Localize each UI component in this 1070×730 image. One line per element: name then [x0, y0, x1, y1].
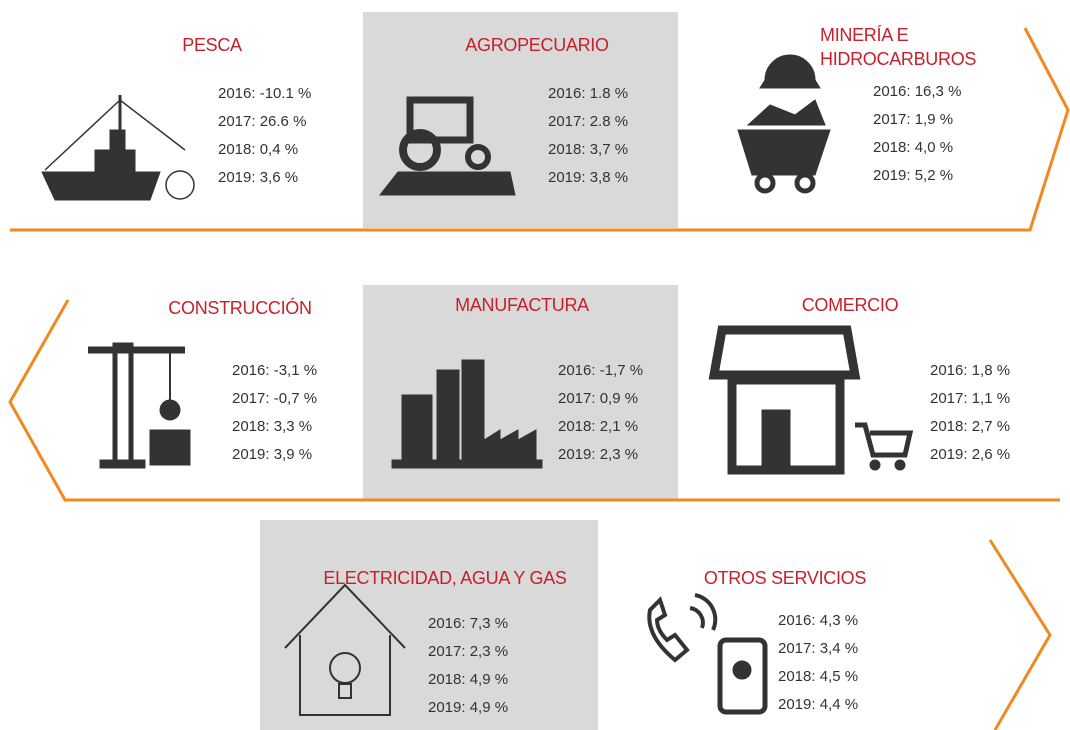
- sector-title: OTROS SERVICIOS: [685, 566, 885, 590]
- sector-title: PESCA: [132, 33, 292, 57]
- growth-rate: 2019: 3,6 %: [218, 169, 298, 186]
- growth-rate: 2018: 2,7 %: [930, 418, 1010, 435]
- sector-title: AGROPECUARIO: [437, 33, 637, 57]
- growth-rate: 2016: -10.1 %: [218, 85, 311, 102]
- growth-rate: 2016: 4,3 %: [778, 612, 858, 629]
- growth-rate: 2018: 4,9 %: [428, 671, 508, 688]
- growth-rate: 2017: 26.6 %: [218, 113, 306, 130]
- growth-rate: 2016: -3,1 %: [232, 362, 317, 379]
- growth-rate: 2016: 7,3 %: [428, 615, 508, 632]
- growth-rate: 2017: 2,3 %: [428, 643, 508, 660]
- growth-rate: 2017: -0,7 %: [232, 390, 317, 407]
- sector-title: COMERCIO: [750, 293, 950, 317]
- growth-rate: 2017: 2.8 %: [548, 113, 628, 130]
- growth-rate: 2018: 3,3 %: [232, 418, 312, 435]
- growth-rate: 2016: 16,3 %: [873, 83, 961, 100]
- growth-rate: 2018: 0,4 %: [218, 141, 298, 158]
- growth-rate: 2016: -1,7 %: [558, 362, 643, 379]
- growth-rate: 2018: 2,1 %: [558, 418, 638, 435]
- growth-rate: 2017: 1,1 %: [930, 390, 1010, 407]
- sector-title: ELECTRICIDAD, AGUA Y GAS: [295, 566, 595, 590]
- sector-title: MINERÍA E HIDROCARBUROS: [820, 23, 990, 71]
- growth-rate: 2016: 1,8 %: [930, 362, 1010, 379]
- background: [0, 0, 1070, 730]
- growth-rate: 2019: 3,9 %: [232, 446, 312, 463]
- sector-title: MANUFACTURA: [422, 293, 622, 317]
- growth-rate: 2018: 4,0 %: [873, 139, 953, 156]
- growth-rate: 2019: 2,6 %: [930, 446, 1010, 463]
- infographic: PESCA 2016: -10.1 % 2017: 26.6 % 2018: 0,4 …: [0, 0, 1070, 730]
- growth-rate: 2019: 5,2 %: [873, 167, 953, 184]
- growth-rate: 2019: 2,3 %: [558, 446, 638, 463]
- growth-rate: 2018: 3,7 %: [548, 141, 628, 158]
- sector-title: CONSTRUCCIÓN: [140, 296, 340, 320]
- growth-rate: 2019: 3,8 %: [548, 169, 628, 186]
- growth-rate: 2019: 4,4 %: [778, 696, 858, 713]
- growth-rate: 2017: 1,9 %: [873, 111, 953, 128]
- growth-rate: 2019: 4,9 %: [428, 699, 508, 716]
- growth-rate: 2018: 4,5 %: [778, 668, 858, 685]
- growth-rate: 2016: 1.8 %: [548, 85, 628, 102]
- growth-rate: 2017: 3,4 %: [778, 640, 858, 657]
- growth-rate: 2017: 0,9 %: [558, 390, 638, 407]
